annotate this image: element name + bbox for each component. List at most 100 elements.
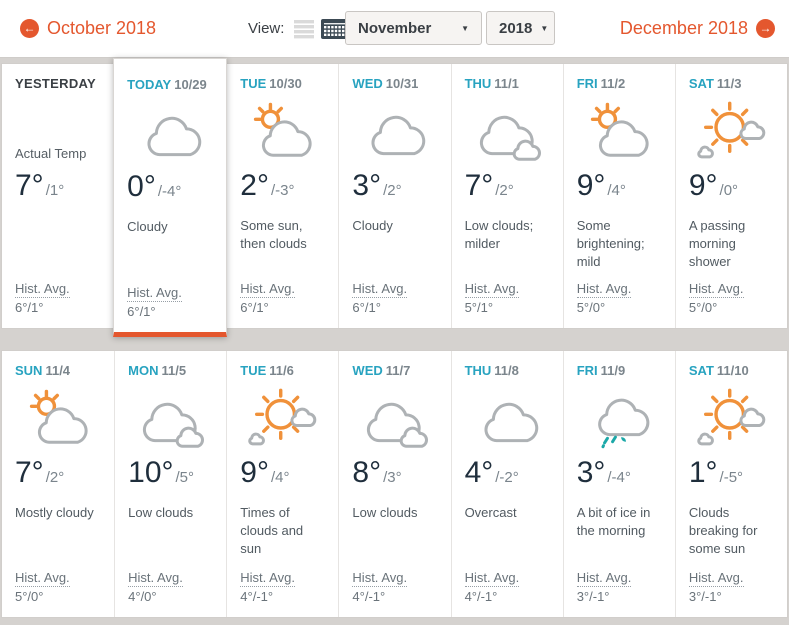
hist-avg-value: 5°/0° — [576, 300, 606, 315]
partly-sunny-icon — [15, 386, 102, 452]
day-date: 10/30 — [269, 76, 302, 91]
forecast-description: Low clouds — [128, 505, 194, 520]
day-card[interactable]: WED 11/7 8°/3° Low clouds Hist. Avg. 4°/-1° — [338, 351, 451, 617]
day-name: FRI — [576, 363, 598, 378]
year-select-value: 2018 — [499, 19, 533, 37]
historical-average: Hist. Avg. 6°/1° — [127, 285, 214, 319]
day-date: 11/5 — [161, 363, 187, 378]
month-select[interactable]: November ▼ — [345, 11, 482, 45]
day-card[interactable]: FRI 11/9 3°/-4° A bit of ice in the mornin… — [562, 351, 675, 617]
hist-avg-label: Hist. Avg. — [128, 570, 183, 587]
low-temp: /-4° — [157, 183, 182, 200]
year-select[interactable]: 2018 ▼ — [486, 11, 555, 45]
day-date: 11/10 — [716, 363, 749, 378]
day-name: FRI — [576, 76, 598, 91]
hist-avg-label: Hist. Avg. — [352, 281, 408, 298]
hist-avg-value: 6°/1° — [240, 300, 269, 315]
day-card[interactable]: YESTERDAY Actual Temp 7°/1° Hist. Avg. 6°/1° — [2, 64, 115, 328]
calendar-view-icon[interactable] — [321, 18, 349, 39]
forecast-description: Cloudy — [127, 219, 168, 234]
forecast-week-row-1: YESTERDAY Actual Temp 7°/1° Hist. Avg. 6°/1°… — [1, 58, 788, 337]
historical-average: Hist. Avg. 3°/-1° — [576, 570, 663, 604]
day-date: 11/4 — [45, 363, 71, 378]
high-temp: 10° — [128, 456, 174, 489]
historical-average: Hist. Avg. 4°/-1° — [240, 570, 326, 604]
actual-temp-label: Actual Temp — [15, 146, 87, 161]
clouds-icon — [352, 386, 438, 452]
low-temp: /2° — [495, 182, 514, 199]
day-date: 11/6 — [269, 363, 294, 378]
sun-cloud-icon — [689, 386, 775, 452]
high-temp: 7° — [15, 456, 44, 489]
day-card[interactable]: FRI 11/2 9°/4° Some brightening; mild Hist.… — [562, 64, 675, 328]
historical-average: Hist. Avg. 3°/-1° — [688, 570, 775, 604]
next-month-link[interactable]: December 2018 → — [620, 0, 775, 57]
hist-avg-label: Hist. Avg. — [576, 281, 632, 298]
temperature: 9°/4° — [240, 456, 326, 490]
day-card[interactable]: TUE 11/6 9°/4° Times of clouds and sun Hist… — [226, 351, 339, 617]
historical-average: Hist. Avg. 5°/0° — [15, 570, 102, 604]
low-temp: /-4° — [607, 469, 631, 486]
temperature: 9°/4° — [577, 169, 663, 203]
forecast-description: Times of clouds and sun — [240, 505, 304, 557]
low-temp: /-2° — [495, 469, 519, 486]
forecast-description: Low clouds; milder — [464, 218, 534, 252]
hist-avg-label: Hist. Avg. — [688, 570, 744, 587]
hist-avg-value: 6°/1° — [352, 300, 381, 315]
day-header: SAT 11/3 — [689, 76, 775, 91]
low-temp: /4° — [270, 469, 290, 486]
low-temp: /5° — [175, 469, 195, 486]
prev-month-link[interactable]: ← October 2018 — [20, 0, 156, 57]
hist-avg-value: 6°/1° — [127, 304, 156, 319]
forecast-description: Overcast — [464, 505, 517, 520]
hist-avg-value: 3°/-1° — [576, 589, 610, 604]
historical-average: Hist. Avg. 5°/0° — [576, 281, 663, 315]
temperature: 3°/2° — [352, 169, 438, 203]
day-date: 10/29 — [174, 77, 207, 92]
day-card[interactable]: SUN 11/4 7°/2° Mostly cloudy Hist. Avg. 5°/0… — [2, 351, 115, 617]
day-name: THU — [464, 363, 492, 378]
high-temp: 9° — [688, 169, 718, 202]
day-date: 11/3 — [716, 76, 742, 91]
low-temp: /0° — [719, 182, 739, 199]
historical-average: Hist. Avg. 5°/1° — [464, 281, 551, 315]
sun-cloud-icon — [689, 99, 775, 165]
historical-average: Hist. Avg. 6°/1° — [15, 281, 102, 315]
day-card[interactable]: MON 11/5 10°/5° Low clouds Hist. Avg. 4°/0° — [114, 351, 227, 617]
low-temp: /2° — [383, 182, 402, 199]
day-card[interactable]: SAT 11/10 1°/-5° Clouds breaking for some … — [674, 351, 787, 617]
view-label: View: — [248, 20, 285, 37]
day-name: WED — [352, 363, 383, 378]
sun-cloud-icon — [240, 386, 326, 452]
list-view-icon[interactable] — [294, 19, 315, 39]
day-card[interactable]: SAT 11/3 9°/0° A passing morning shower His… — [674, 64, 787, 328]
day-card[interactable]: THU 11/1 7°/2° Low clouds; milder Hist. Avg.… — [450, 64, 563, 328]
partly-sunny-icon — [577, 99, 663, 165]
temperature: 9°/0° — [689, 169, 775, 203]
day-header: MON 11/5 — [128, 363, 214, 378]
day-card[interactable]: TODAY 10/29 0°/-4° Cloudy Hist. Avg. 6°/1° — [113, 58, 228, 337]
temperature: 7°/2° — [15, 456, 102, 490]
day-card[interactable]: TUE 10/30 2°/-3° Some sun, then clouds Hist… — [226, 64, 339, 328]
historical-average: Hist. Avg. 4°/-1° — [352, 570, 438, 604]
next-arrow-icon: → — [756, 19, 775, 38]
ice-icon — [577, 386, 663, 452]
hist-avg-label: Hist. Avg. — [240, 281, 295, 298]
high-temp: 7° — [15, 169, 44, 202]
low-temp: /-5° — [719, 469, 744, 486]
high-temp: 8° — [352, 456, 382, 489]
forecast-description: Low clouds — [352, 505, 418, 520]
day-header: SUN 11/4 — [15, 363, 102, 378]
day-card[interactable]: THU 11/8 4°/-2° Overcast Hist. Avg. 4°/-1° — [450, 351, 563, 617]
clouds-icon — [128, 386, 214, 452]
day-header: THU 11/1 — [465, 76, 551, 91]
day-header: YESTERDAY — [15, 76, 102, 91]
day-date: 11/7 — [385, 363, 411, 378]
day-header: FRI 11/2 — [577, 76, 663, 91]
day-header: TUE 11/6 — [240, 363, 326, 378]
prev-month-label: October 2018 — [47, 18, 157, 38]
day-card[interactable]: WED 10/31 3°/2° Cloudy Hist. Avg. 6°/1° — [338, 64, 451, 328]
hist-avg-value: 4°/-1° — [240, 589, 274, 604]
temperature: 3°/-4° — [577, 456, 663, 490]
day-header: SAT 11/10 — [689, 363, 775, 378]
